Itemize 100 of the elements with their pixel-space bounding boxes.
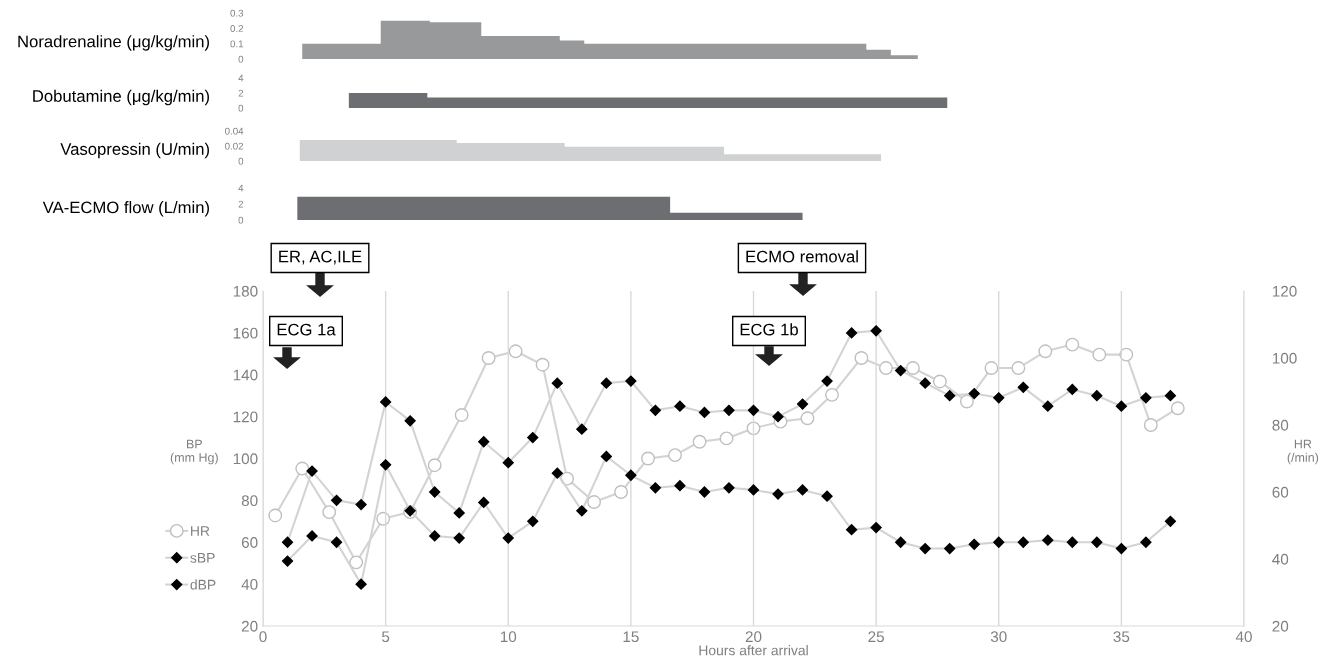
point <box>1091 536 1103 548</box>
point <box>1115 400 1127 412</box>
y-tick-label: 2 <box>238 200 244 208</box>
y-tick-label: 0 <box>238 55 244 63</box>
y-tick-label: 0 <box>238 104 244 112</box>
y-tick-label: 120 <box>233 411 258 423</box>
point <box>322 505 337 520</box>
point <box>576 423 588 435</box>
x-tick-label: 25 <box>868 631 884 643</box>
y-tick-label: 180 <box>233 285 258 297</box>
point <box>454 408 469 422</box>
point <box>576 505 588 517</box>
point <box>772 411 784 423</box>
y2-axis-title: HR (/min) <box>1287 439 1319 465</box>
point <box>1115 542 1127 555</box>
point <box>845 327 858 339</box>
point <box>919 377 931 389</box>
point <box>968 538 980 550</box>
point <box>895 364 907 377</box>
point <box>1042 400 1054 412</box>
x-tick-label: 40 <box>1235 631 1252 643</box>
point <box>502 457 514 469</box>
y-tick-label: 4 <box>238 74 244 82</box>
y-tick-label: 160 <box>233 327 258 339</box>
y-tick-label: 2 <box>238 89 244 97</box>
point <box>796 484 809 496</box>
point <box>968 387 980 400</box>
point <box>551 467 563 479</box>
point <box>551 377 563 389</box>
point <box>870 325 882 337</box>
y2-tick-label: 20 <box>1272 620 1289 632</box>
y2-tick-label: 100 <box>1272 352 1297 364</box>
y-tick-label: 0.1 <box>230 40 244 48</box>
y-tick-label: 140 <box>233 369 258 381</box>
point <box>698 486 711 498</box>
point <box>692 434 707 449</box>
point <box>1140 536 1152 548</box>
y-tick-label: 0.2 <box>230 25 244 32</box>
x-tick-label: 15 <box>623 631 639 643</box>
point <box>825 387 839 402</box>
x-axis-title: Hours after arrival <box>699 645 808 656</box>
point <box>800 411 815 426</box>
point <box>854 351 869 365</box>
point <box>723 482 735 494</box>
point <box>1017 381 1029 393</box>
point <box>508 344 523 359</box>
point <box>587 495 602 509</box>
y-tick-label: 40 <box>241 578 258 590</box>
point <box>355 498 367 511</box>
point <box>747 484 760 496</box>
y2-tick-label: 80 <box>1272 419 1289 431</box>
point <box>1170 401 1185 416</box>
point <box>1066 536 1078 548</box>
point <box>772 488 784 500</box>
point <box>1038 344 1053 359</box>
point <box>600 377 612 389</box>
y2-tick-label: 40 <box>1272 553 1289 565</box>
point <box>993 392 1005 404</box>
point <box>878 361 893 375</box>
point <box>502 532 514 544</box>
point <box>845 524 858 536</box>
point <box>1017 536 1029 548</box>
point <box>870 521 882 534</box>
point <box>668 448 682 463</box>
point <box>478 496 490 509</box>
point <box>674 480 686 492</box>
point <box>993 536 1005 548</box>
point <box>919 542 931 555</box>
point <box>1091 390 1103 402</box>
point <box>1066 383 1078 396</box>
point <box>376 511 391 526</box>
point <box>614 485 629 499</box>
point <box>649 404 662 416</box>
y2-tick-label: 60 <box>1272 486 1289 498</box>
point <box>330 494 343 506</box>
point <box>404 415 416 427</box>
y-tick-label: 60 <box>241 537 258 548</box>
point <box>625 469 637 481</box>
text: ER, AC,ILE <box>279 250 362 265</box>
point <box>1119 347 1134 362</box>
point <box>674 400 686 412</box>
point <box>535 357 550 372</box>
y-tick-label: 0 <box>238 157 244 165</box>
x-tick-label: 5 <box>381 631 390 643</box>
point <box>527 515 539 527</box>
point <box>481 351 496 365</box>
y-axis-title: Dobutamine (μg/kg/min) <box>33 89 209 106</box>
point <box>281 536 294 548</box>
point <box>1065 337 1080 352</box>
point <box>453 507 465 519</box>
y-tick-label: 0.04 <box>225 127 244 135</box>
point <box>641 451 655 466</box>
point <box>453 532 465 544</box>
y2-tick-label: 120 <box>1272 285 1297 297</box>
point <box>905 361 920 375</box>
point <box>625 375 637 387</box>
point <box>1140 392 1152 404</box>
point <box>747 404 760 416</box>
point <box>1042 534 1054 546</box>
point <box>944 542 956 555</box>
